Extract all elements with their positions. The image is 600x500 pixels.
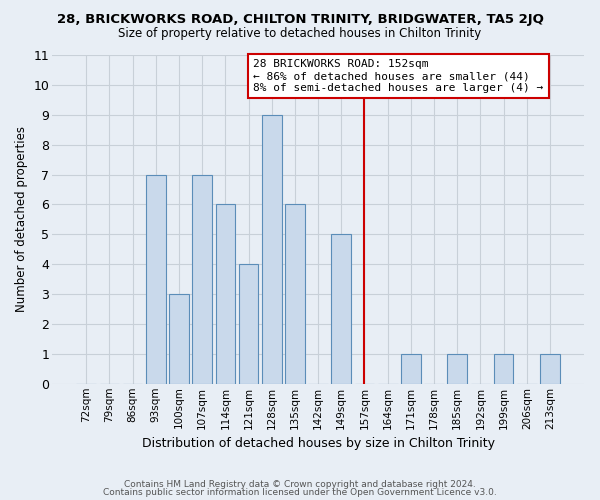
Bar — [146, 174, 166, 384]
Bar — [262, 115, 281, 384]
Bar — [239, 264, 259, 384]
Text: 28 BRICKWORKS ROAD: 152sqm
← 86% of detached houses are smaller (44)
8% of semi-: 28 BRICKWORKS ROAD: 152sqm ← 86% of deta… — [253, 60, 544, 92]
Bar — [331, 234, 351, 384]
Bar — [401, 354, 421, 384]
Bar — [285, 204, 305, 384]
Bar — [448, 354, 467, 384]
Text: Contains public sector information licensed under the Open Government Licence v3: Contains public sector information licen… — [103, 488, 497, 497]
Bar — [193, 174, 212, 384]
Text: Size of property relative to detached houses in Chilton Trinity: Size of property relative to detached ho… — [118, 28, 482, 40]
Bar — [169, 294, 189, 384]
Text: 28, BRICKWORKS ROAD, CHILTON TRINITY, BRIDGWATER, TA5 2JQ: 28, BRICKWORKS ROAD, CHILTON TRINITY, BR… — [56, 12, 544, 26]
X-axis label: Distribution of detached houses by size in Chilton Trinity: Distribution of detached houses by size … — [142, 437, 494, 450]
Bar — [215, 204, 235, 384]
Y-axis label: Number of detached properties: Number of detached properties — [15, 126, 28, 312]
Bar — [540, 354, 560, 384]
Text: Contains HM Land Registry data © Crown copyright and database right 2024.: Contains HM Land Registry data © Crown c… — [124, 480, 476, 489]
Bar — [494, 354, 514, 384]
